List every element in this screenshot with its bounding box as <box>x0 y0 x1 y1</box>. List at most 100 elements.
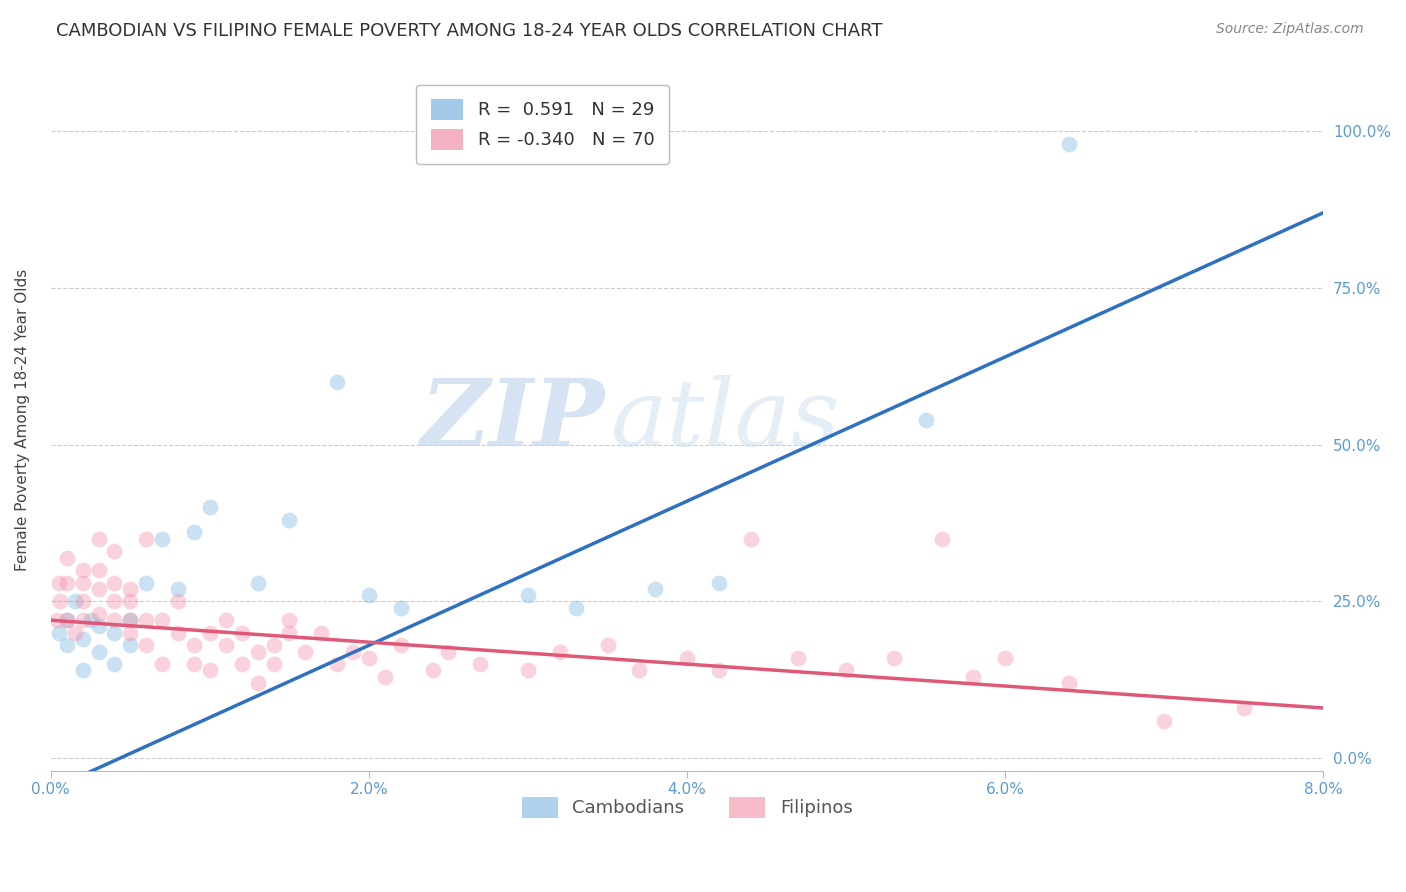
Point <box>231 625 253 640</box>
Point <box>120 582 142 596</box>
Point <box>246 644 269 658</box>
Point <box>835 664 858 678</box>
Point <box>150 613 173 627</box>
Point <box>167 594 190 608</box>
Point <box>48 575 70 590</box>
Point <box>63 594 86 608</box>
Point <box>198 625 221 640</box>
Point <box>183 638 205 652</box>
Point <box>87 644 110 658</box>
Point <box>120 625 142 640</box>
Point <box>120 638 142 652</box>
Point <box>103 575 125 590</box>
Text: atlas: atlas <box>610 375 841 465</box>
Point <box>72 575 94 590</box>
Point <box>198 664 221 678</box>
Point <box>246 676 269 690</box>
Point <box>294 644 316 658</box>
Point <box>48 625 70 640</box>
Point <box>309 625 332 640</box>
Point <box>883 650 905 665</box>
Point <box>183 657 205 672</box>
Point <box>135 532 157 546</box>
Point <box>357 588 380 602</box>
Text: Source: ZipAtlas.com: Source: ZipAtlas.com <box>1216 22 1364 37</box>
Point <box>1057 136 1080 151</box>
Point <box>564 600 586 615</box>
Point <box>517 664 540 678</box>
Point <box>103 544 125 558</box>
Text: ZIP: ZIP <box>420 375 605 465</box>
Point <box>707 664 730 678</box>
Point <box>103 625 125 640</box>
Point <box>278 613 301 627</box>
Point <box>470 657 492 672</box>
Point <box>215 613 238 627</box>
Point <box>87 607 110 621</box>
Point <box>1233 701 1256 715</box>
Point <box>120 594 142 608</box>
Point <box>103 613 125 627</box>
Point <box>198 500 221 515</box>
Point <box>644 582 666 596</box>
Point <box>676 650 699 665</box>
Point <box>135 638 157 652</box>
Point <box>72 563 94 577</box>
Point <box>962 670 984 684</box>
Point <box>374 670 396 684</box>
Point <box>167 625 190 640</box>
Point <box>263 638 285 652</box>
Point <box>135 575 157 590</box>
Point <box>707 575 730 590</box>
Point <box>72 664 94 678</box>
Point <box>517 588 540 602</box>
Point <box>103 657 125 672</box>
Point <box>357 650 380 665</box>
Point <box>342 644 364 658</box>
Point <box>422 664 444 678</box>
Point <box>55 613 77 627</box>
Point <box>87 563 110 577</box>
Point <box>389 638 412 652</box>
Point <box>150 532 173 546</box>
Point <box>628 664 651 678</box>
Point <box>72 632 94 646</box>
Point <box>263 657 285 672</box>
Point <box>914 412 936 426</box>
Point <box>389 600 412 615</box>
Point <box>278 513 301 527</box>
Point <box>1057 676 1080 690</box>
Point <box>231 657 253 672</box>
Point <box>55 613 77 627</box>
Point <box>72 594 94 608</box>
Point <box>55 550 77 565</box>
Point <box>55 638 77 652</box>
Point <box>246 575 269 590</box>
Point <box>46 613 69 627</box>
Point <box>150 657 173 672</box>
Point <box>994 650 1017 665</box>
Point <box>548 644 571 658</box>
Point <box>931 532 953 546</box>
Point <box>135 613 157 627</box>
Point <box>278 625 301 640</box>
Point <box>740 532 762 546</box>
Point <box>120 613 142 627</box>
Point <box>72 613 94 627</box>
Point <box>787 650 810 665</box>
Point <box>437 644 460 658</box>
Point <box>87 619 110 633</box>
Point <box>63 625 86 640</box>
Point <box>49 594 72 608</box>
Point <box>215 638 238 652</box>
Y-axis label: Female Poverty Among 18-24 Year Olds: Female Poverty Among 18-24 Year Olds <box>15 268 30 571</box>
Point <box>167 582 190 596</box>
Point <box>596 638 619 652</box>
Point <box>326 657 349 672</box>
Legend: Cambodians, Filipinos: Cambodians, Filipinos <box>515 789 860 825</box>
Point <box>1153 714 1175 728</box>
Point <box>87 532 110 546</box>
Text: CAMBODIAN VS FILIPINO FEMALE POVERTY AMONG 18-24 YEAR OLDS CORRELATION CHART: CAMBODIAN VS FILIPINO FEMALE POVERTY AMO… <box>56 22 883 40</box>
Point <box>87 582 110 596</box>
Point <box>55 575 77 590</box>
